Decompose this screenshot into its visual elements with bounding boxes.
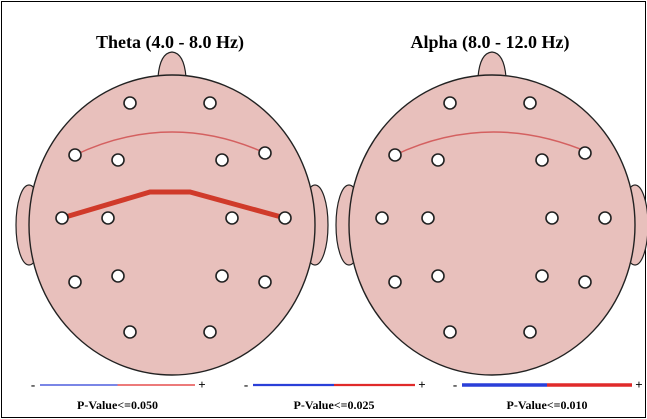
electrode [225, 211, 239, 225]
electrode [258, 146, 272, 160]
electrode [111, 153, 125, 167]
electrode [523, 96, 537, 110]
electrode [278, 211, 292, 225]
legend-plus: + [635, 377, 642, 392]
nose [477, 51, 507, 78]
electrode [443, 325, 457, 339]
electrode [421, 211, 435, 225]
legend-label: P-Value<=0.050 [77, 398, 158, 412]
panel-title: Alpha (8.0 - 12.0 Hz) [411, 32, 570, 53]
connection [394, 131, 591, 156]
electrode [388, 148, 402, 162]
connection [61, 189, 286, 221]
electrode [101, 211, 115, 225]
electrode [123, 96, 137, 110]
legend-label: P-Value<=0.025 [294, 398, 375, 412]
nose [157, 51, 187, 78]
electrode [375, 211, 389, 225]
connection [74, 131, 266, 156]
panel-title: Theta (4.0 - 8.0 Hz) [96, 32, 244, 53]
electrode [388, 275, 402, 289]
electrode [55, 211, 69, 225]
legend-minus: - [244, 377, 248, 392]
electrode [578, 275, 592, 289]
electrode [523, 325, 537, 339]
electrode [545, 211, 559, 225]
head [348, 74, 636, 376]
electrode [443, 96, 457, 110]
electrode [258, 275, 272, 289]
electrode [215, 269, 229, 283]
electrode [203, 96, 217, 110]
legend-plus: + [418, 377, 425, 392]
electrode [535, 153, 549, 167]
electrode [68, 148, 82, 162]
electrode [535, 269, 549, 283]
legend-label: P-Value<=0.010 [507, 398, 588, 412]
electrode [598, 211, 612, 225]
electrode [215, 153, 229, 167]
electrode [68, 275, 82, 289]
legend-plus: + [198, 377, 205, 392]
head [28, 74, 316, 376]
electrode [431, 153, 445, 167]
legend-minus: - [453, 377, 457, 392]
legend-minus: - [31, 377, 35, 392]
electrode [123, 325, 137, 339]
electrode [431, 269, 445, 283]
electrode [111, 269, 125, 283]
electrode [578, 146, 592, 160]
electrode [203, 325, 217, 339]
